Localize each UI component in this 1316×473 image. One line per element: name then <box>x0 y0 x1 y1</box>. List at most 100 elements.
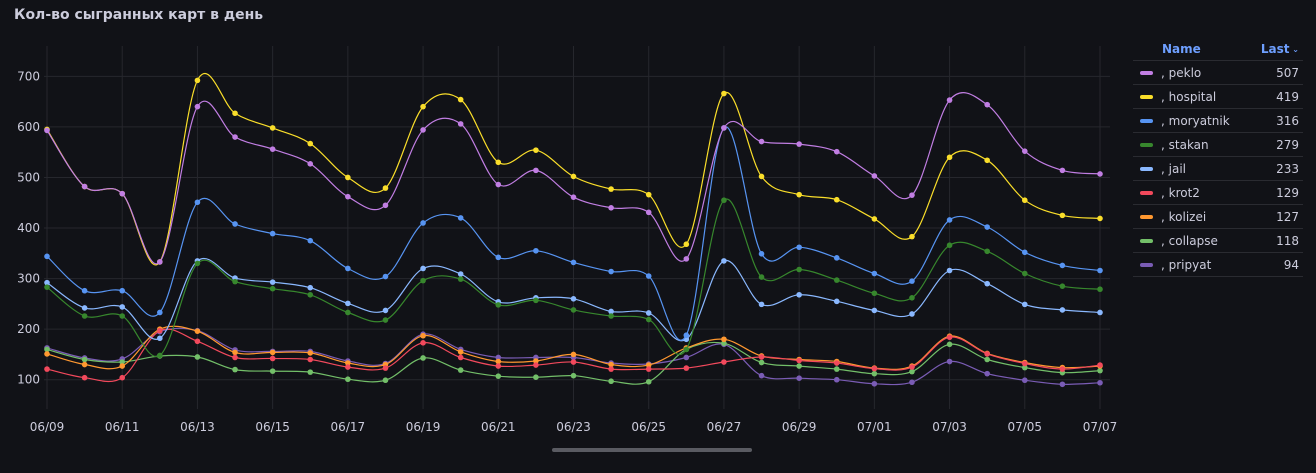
data-point[interactable] <box>44 284 50 290</box>
data-point[interactable] <box>194 338 201 345</box>
data-point[interactable] <box>382 202 389 209</box>
data-point[interactable] <box>119 374 126 381</box>
data-point[interactable] <box>645 310 652 316</box>
data-point[interactable] <box>608 366 614 372</box>
data-point[interactable] <box>382 185 389 191</box>
data-point[interactable] <box>119 363 126 369</box>
data-point[interactable] <box>570 307 577 313</box>
data-point[interactable] <box>796 375 802 382</box>
data-point[interactable] <box>871 290 878 297</box>
data-point[interactable] <box>833 255 840 261</box>
data-point[interactable] <box>683 346 690 353</box>
data-point[interactable] <box>909 311 915 317</box>
data-point[interactable] <box>1021 249 1028 256</box>
legend-header-last-sort[interactable]: Last ⌄ <box>1239 42 1303 56</box>
data-point[interactable] <box>796 291 802 298</box>
data-point[interactable] <box>1059 262 1066 269</box>
data-point[interactable] <box>119 304 126 310</box>
data-point[interactable] <box>758 138 765 145</box>
data-point[interactable] <box>345 174 351 181</box>
legend-header-name[interactable]: Name <box>1162 42 1201 56</box>
data-point[interactable] <box>1021 301 1028 308</box>
data-point[interactable] <box>1059 167 1066 174</box>
data-point[interactable] <box>457 367 464 373</box>
data-point[interactable] <box>81 356 88 363</box>
data-point[interactable] <box>420 220 426 226</box>
data-point[interactable] <box>307 291 314 298</box>
data-point[interactable] <box>495 354 502 361</box>
data-point[interactable] <box>232 278 238 285</box>
data-point[interactable] <box>194 260 201 267</box>
data-point[interactable] <box>758 251 765 257</box>
data-point[interactable] <box>909 368 915 375</box>
data-point[interactable] <box>833 277 840 283</box>
data-point[interactable] <box>645 273 652 279</box>
data-point[interactable] <box>1021 360 1028 367</box>
data-point[interactable] <box>420 332 426 339</box>
data-point[interactable] <box>1021 364 1028 371</box>
data-point[interactable] <box>269 285 276 292</box>
data-point[interactable] <box>570 372 577 379</box>
data-point[interactable] <box>345 376 351 383</box>
data-point[interactable] <box>833 366 840 372</box>
data-point[interactable] <box>645 366 652 372</box>
data-point[interactable] <box>1059 212 1066 219</box>
data-point[interactable] <box>721 197 727 204</box>
data-point[interactable] <box>382 377 389 384</box>
data-point[interactable] <box>345 309 351 316</box>
data-point[interactable] <box>269 146 276 152</box>
data-point[interactable] <box>909 295 915 301</box>
data-point[interactable] <box>683 241 690 248</box>
data-point[interactable] <box>570 296 577 302</box>
data-point[interactable] <box>758 354 765 360</box>
data-point[interactable] <box>796 141 802 147</box>
data-point[interactable] <box>194 77 201 84</box>
data-point[interactable] <box>1021 270 1028 277</box>
data-point[interactable] <box>81 313 88 319</box>
data-point[interactable] <box>1021 197 1028 204</box>
data-point[interactable] <box>457 271 464 277</box>
data-point[interactable] <box>683 332 690 339</box>
data-point[interactable] <box>157 309 163 316</box>
data-point[interactable] <box>495 363 502 369</box>
data-point[interactable] <box>758 173 765 180</box>
data-point[interactable] <box>495 373 502 379</box>
data-point[interactable] <box>909 278 915 284</box>
data-point[interactable] <box>345 360 351 366</box>
data-point[interactable] <box>984 280 990 287</box>
data-point[interactable] <box>721 90 727 97</box>
data-point[interactable] <box>232 110 238 117</box>
data-point[interactable] <box>946 341 953 348</box>
legend-row[interactable]: , krot2 129 <box>1133 181 1303 205</box>
data-point[interactable] <box>420 103 426 110</box>
data-point[interactable] <box>1059 381 1066 388</box>
data-point[interactable] <box>608 186 614 192</box>
legend-row[interactable]: , hospital 419 <box>1133 85 1303 109</box>
data-point[interactable] <box>909 364 915 370</box>
data-point[interactable] <box>608 205 614 211</box>
legend-row[interactable]: , pripyat 94 <box>1133 253 1303 277</box>
data-point[interactable] <box>570 351 577 358</box>
data-point[interactable] <box>645 378 652 385</box>
data-point[interactable] <box>721 340 727 347</box>
data-point[interactable] <box>232 354 238 361</box>
data-point[interactable] <box>420 355 426 361</box>
data-point[interactable] <box>984 351 990 357</box>
data-point[interactable] <box>796 191 802 198</box>
data-point[interactable] <box>1097 215 1103 222</box>
data-point[interactable] <box>44 127 50 134</box>
data-point[interactable] <box>307 237 314 244</box>
data-point[interactable] <box>984 157 990 164</box>
data-point[interactable] <box>194 328 201 334</box>
data-point[interactable] <box>984 356 990 363</box>
data-point[interactable] <box>533 358 539 364</box>
data-point[interactable] <box>833 196 840 203</box>
data-point[interactable] <box>758 372 765 379</box>
data-point[interactable] <box>1097 367 1103 374</box>
data-point[interactable] <box>457 96 464 103</box>
data-point[interactable] <box>608 378 614 385</box>
data-point[interactable] <box>909 192 915 198</box>
data-point[interactable] <box>345 364 351 370</box>
data-point[interactable] <box>157 327 163 334</box>
